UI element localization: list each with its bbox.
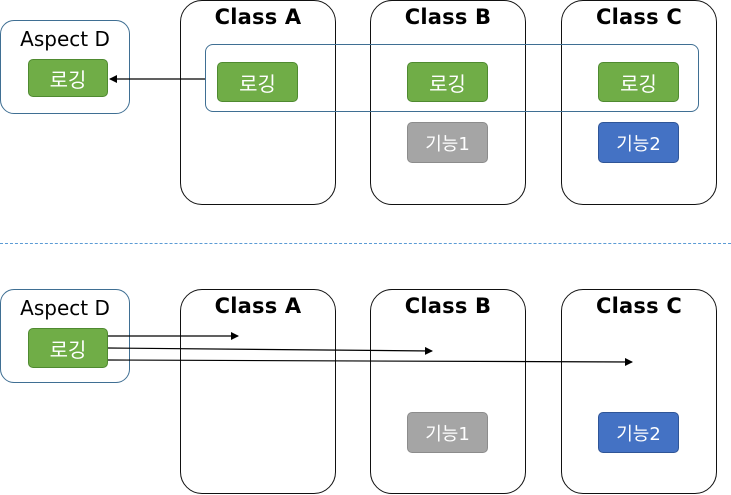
bottom-class-b-feature1-chip: 기능1 — [407, 412, 488, 453]
top-class-b-logging-chip: 로깅 — [407, 62, 488, 102]
diagram-divider — [0, 243, 731, 244]
top-aspect-logging-chip: 로깅 — [28, 59, 108, 97]
top-class-a-logging-chip: 로깅 — [217, 62, 298, 102]
top-class-a-box: Class A — [180, 0, 336, 205]
top-logging-group-band — [205, 44, 699, 112]
bottom-arrow-to-class-b — [107, 346, 433, 355]
top-class-c-box: Class C — [561, 0, 717, 205]
top-class-b-feature1-chip: 기능1 — [407, 122, 488, 163]
top-class-b-title: Class B — [404, 5, 492, 29]
top-class-c-logging-chip: 로깅 — [598, 62, 679, 102]
top-aspect-d-title: Aspect D — [20, 27, 110, 51]
top-class-b-box: Class B — [370, 0, 526, 205]
bottom-aspect-d-title: Aspect D — [20, 296, 110, 320]
top-aspect-d-box: Aspect D 로깅 — [0, 20, 130, 114]
top-class-c-feature2-chip: 기능2 — [598, 122, 679, 163]
bottom-aspect-logging-chip: 로깅 — [28, 328, 108, 368]
bottom-arrow-to-class-c — [107, 357, 633, 366]
bottom-class-c-feature2-chip: 기능2 — [598, 412, 679, 453]
bottom-class-a-box: Class A — [180, 289, 336, 494]
bottom-class-b-box: Class B — [370, 289, 526, 494]
bottom-class-a-title: Class A — [214, 294, 302, 318]
bottom-class-b-title: Class B — [404, 294, 492, 318]
bottom-class-c-box: Class C — [561, 289, 717, 494]
bottom-class-c-title: Class C — [596, 294, 682, 318]
top-class-a-title: Class A — [214, 5, 302, 29]
top-class-c-title: Class C — [596, 5, 682, 29]
